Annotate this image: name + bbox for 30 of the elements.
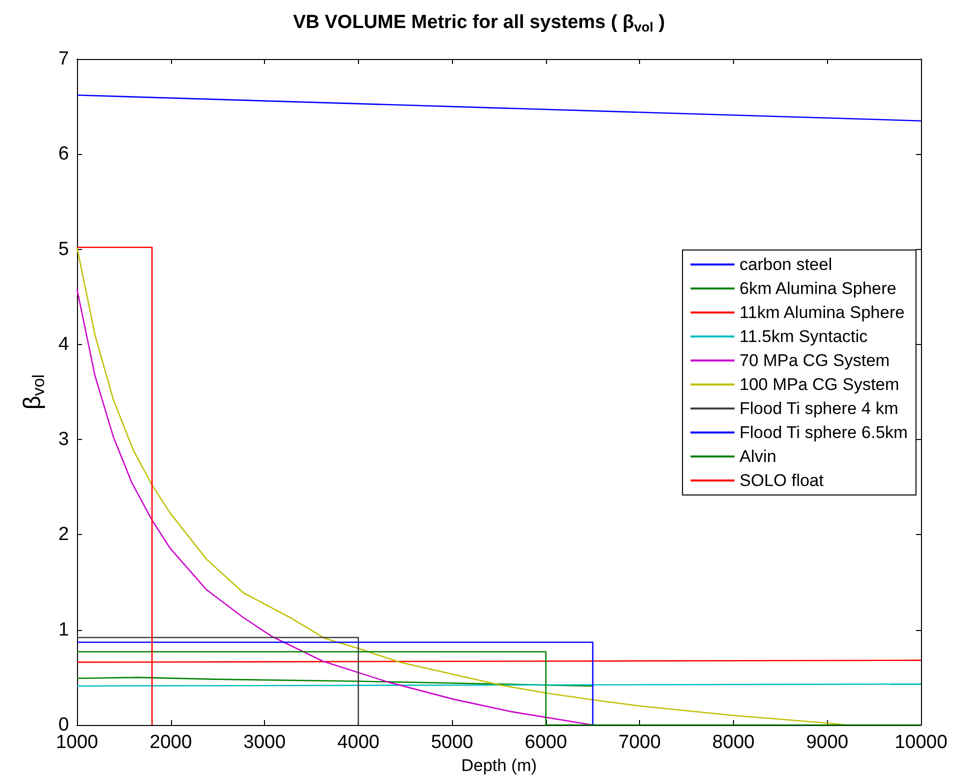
legend-label: 11km Alumina Sphere (740, 303, 905, 322)
line-series (76, 676, 594, 687)
y-tick-label: 4 (58, 334, 70, 355)
legend-label: carbon steel (740, 255, 832, 274)
y-tick-label: 7 (58, 48, 69, 70)
line-series (76, 288, 594, 726)
legend-label: Flood Ti sphere 6.5km (740, 423, 908, 442)
y-tick-label: 6 (58, 144, 69, 165)
y-axis-title: βvol (19, 374, 48, 410)
x-tick-label: 6000 (524, 732, 568, 753)
y-tick-label: 5 (58, 238, 69, 260)
legend-label: 6km Alumina Sphere (740, 279, 896, 298)
x-tick-label: 7000 (618, 732, 661, 753)
x-tick-label: 10000 (894, 732, 948, 753)
x-tick-label: 4000 (337, 732, 380, 753)
x-tick-label: 3000 (243, 732, 286, 753)
y-tick-label: 3 (58, 429, 69, 450)
legend-label: 11.5km Syntactic (740, 327, 868, 346)
y-tick-label: 2 (58, 524, 69, 546)
legend-label: 100 MPa CG System (740, 375, 900, 394)
legend-label: Flood Ti sphere 4 km (740, 399, 898, 418)
legend-label: 70 MPa CG System (740, 351, 890, 370)
legend-label: SOLO float (740, 471, 824, 490)
x-tick-label: 9000 (806, 732, 848, 753)
x-tick-label: 2000 (150, 732, 192, 753)
y-tick-label: 1 (58, 619, 69, 640)
x-axis-title: Depth (m) (461, 756, 537, 775)
legend-label: Alvin (740, 447, 776, 466)
x-tick-label: 8000 (712, 732, 755, 753)
x-tick-label: 5000 (430, 732, 474, 753)
